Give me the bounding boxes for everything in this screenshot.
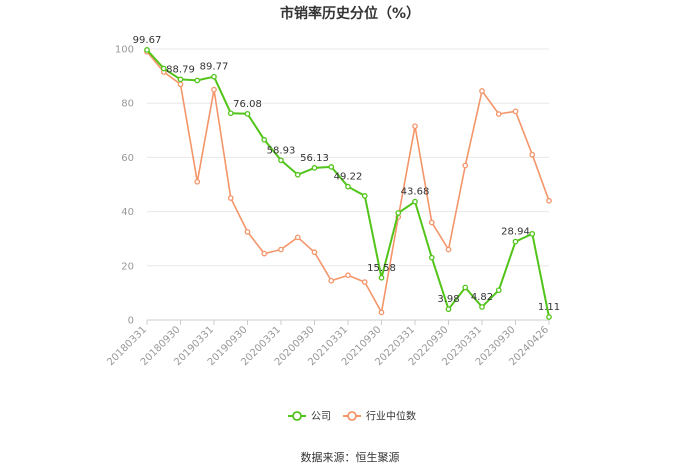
legend-label: 公司 (311, 412, 331, 423)
data-point (177, 76, 184, 83)
series-layer (144, 47, 552, 320)
data-point (160, 65, 167, 72)
data-point (412, 198, 418, 205)
data-point (311, 165, 318, 171)
data-point (395, 210, 402, 216)
data-point (445, 246, 452, 253)
data-point (194, 178, 201, 185)
data-label: 58.93 (267, 145, 296, 156)
data-point (227, 110, 234, 117)
data-label: 28.94 (501, 227, 530, 238)
data-point (512, 108, 519, 115)
chart-title: 市销率历史分位（%） (280, 5, 420, 22)
data-label: 1.11 (538, 302, 560, 313)
data-point (462, 284, 469, 291)
data-point (144, 47, 150, 53)
data-point (428, 219, 435, 226)
y-tick-label: 80 (121, 99, 134, 110)
data-point (378, 274, 385, 281)
data-point (546, 197, 552, 204)
data-point (512, 238, 519, 245)
data-source-note: 数据来源：恒生聚源 (301, 450, 400, 464)
legend-marker (292, 411, 302, 421)
data-label: 3.98 (437, 294, 459, 305)
data-label: 88.79 (166, 64, 195, 75)
data-point (278, 157, 284, 164)
y-tick-label: 40 (121, 207, 134, 218)
data-label: 89.77 (200, 62, 229, 73)
data-point (294, 171, 301, 178)
data-label: 43.68 (401, 187, 430, 198)
data-point (495, 111, 502, 117)
data-point (261, 136, 268, 143)
data-point (211, 86, 217, 93)
data-point (244, 229, 251, 235)
data-point (345, 183, 351, 190)
label-layer: 99.67 88.79 89.77 76.08 58.93 56.13 49.22 15.58… (133, 35, 560, 313)
data-point (261, 250, 268, 257)
data-label: 76.08 (233, 99, 262, 110)
data-point (194, 77, 201, 84)
data-point (445, 306, 452, 313)
y-tick-label: 100 (115, 45, 134, 56)
y-tick-label: 20 (121, 261, 134, 272)
legend[interactable]: 公司 行业中位数 (288, 410, 416, 423)
data-point (361, 279, 368, 285)
data-label: 49.22 (334, 172, 363, 183)
data-point (328, 277, 335, 284)
data-point (529, 230, 536, 237)
legend-item[interactable]: 公司 (288, 411, 331, 423)
data-label: 15.58 (367, 263, 396, 274)
data-point (428, 254, 435, 261)
data-point (361, 193, 368, 199)
data-point (378, 309, 385, 316)
data-point (227, 195, 234, 201)
data-point (412, 123, 418, 130)
data-point (244, 110, 251, 117)
data-point (328, 164, 335, 170)
legend-marker (347, 411, 357, 421)
data-point (546, 314, 552, 320)
data-point (495, 287, 502, 294)
legend-label: 行业中位数 (366, 410, 416, 423)
data-label: 56.13 (300, 153, 329, 164)
y-tick-label: 60 (121, 153, 134, 164)
data-label: 4.82 (471, 292, 493, 303)
data-point (479, 304, 485, 310)
data-point (177, 81, 184, 88)
data-point (294, 234, 301, 241)
data-point (311, 249, 318, 256)
data-point (345, 272, 351, 279)
data-point (529, 151, 536, 158)
data-point (211, 73, 217, 80)
data-point (278, 246, 284, 253)
data-label: 99.67 (133, 35, 162, 46)
data-point (479, 88, 485, 94)
y-tick-label: 0 (128, 316, 134, 327)
data-point (462, 162, 469, 169)
legend-item[interactable]: 行业中位数 (343, 410, 416, 423)
